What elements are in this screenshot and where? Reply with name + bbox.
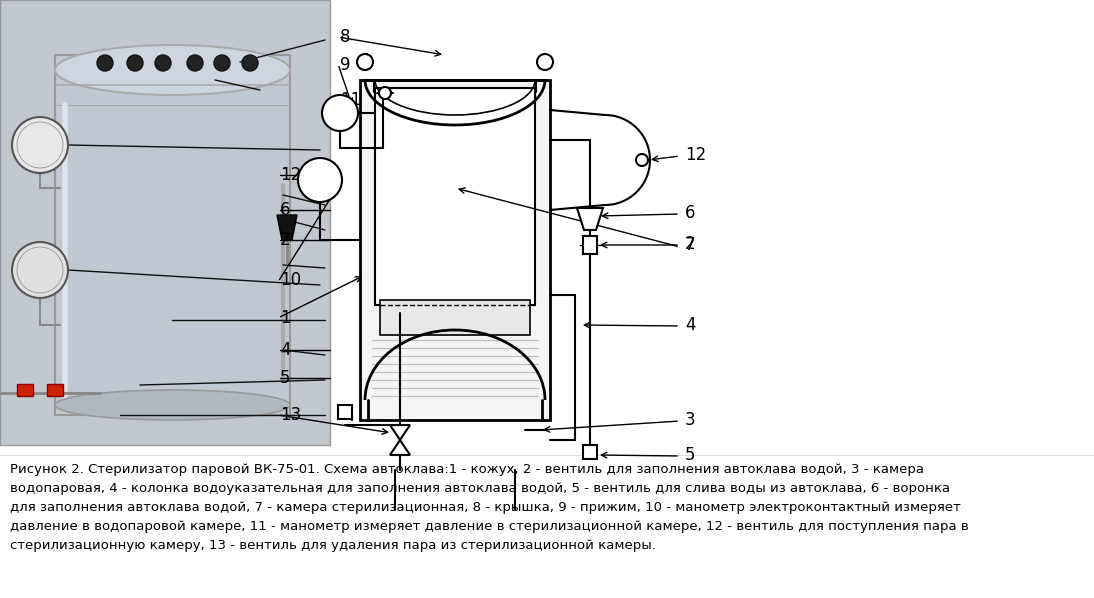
Bar [18, 384, 33, 396]
Circle shape [242, 55, 258, 71]
Circle shape [127, 55, 143, 71]
Circle shape [322, 95, 358, 131]
Bar [0, 0, 330, 445]
Text: 4: 4 [685, 316, 696, 334]
Text: 4: 4 [280, 341, 291, 359]
Bar [47, 384, 63, 396]
Bar [583, 236, 597, 254]
Text: 3: 3 [685, 411, 696, 429]
Circle shape [357, 54, 373, 70]
Text: 2: 2 [280, 231, 291, 249]
Text: 12: 12 [280, 166, 301, 184]
Circle shape [12, 117, 68, 173]
Polygon shape [577, 208, 603, 230]
Text: 10: 10 [280, 271, 301, 289]
Polygon shape [277, 215, 296, 240]
Text: 6: 6 [685, 204, 696, 222]
Circle shape [636, 154, 648, 166]
Text: 7: 7 [685, 236, 696, 254]
Bar [380, 300, 529, 335]
Bar [375, 88, 535, 305]
Ellipse shape [55, 390, 290, 420]
Text: 12: 12 [685, 146, 707, 164]
Text: для заполнения автоклава водой, 7 - камера стерилизационная, 8 - крышка, 9 - при: для заполнения автоклава водой, 7 - каме… [10, 501, 961, 514]
Text: давление в водопаровой камере, 11 - манометр измеряет давление в стерилизационно: давление в водопаровой камере, 11 - мано… [10, 520, 969, 533]
Circle shape [155, 55, 171, 71]
Text: 9: 9 [340, 56, 350, 74]
Text: Рисунок 2. Стерилизатор паровой ВК-75-01. Схема автоклава:1 - кожух, 2 - вентиль: Рисунок 2. Стерилизатор паровой ВК-75-01… [10, 463, 924, 476]
Text: 11: 11 [340, 91, 361, 109]
Circle shape [537, 54, 552, 70]
Text: водопаровая, 4 - колонка водоуказательная для заполнения автоклава водой, 5 - ве: водопаровая, 4 - колонка водоуказательна… [10, 482, 950, 495]
Circle shape [214, 55, 230, 71]
Circle shape [97, 55, 113, 71]
Text: 5: 5 [685, 446, 696, 464]
Ellipse shape [55, 45, 290, 95]
Text: 13: 13 [280, 406, 301, 424]
Circle shape [379, 87, 391, 99]
Text: 5: 5 [280, 369, 291, 387]
Text: 2: 2 [685, 235, 696, 253]
Circle shape [298, 158, 342, 202]
Text: 8: 8 [340, 28, 350, 46]
Bar [338, 405, 352, 419]
Bar [360, 80, 550, 420]
Circle shape [12, 242, 68, 298]
Bar [55, 55, 290, 415]
Bar [583, 445, 597, 459]
Circle shape [187, 55, 203, 71]
Text: 6: 6 [280, 201, 291, 219]
Bar [0, 0, 330, 445]
Text: 1: 1 [280, 309, 291, 327]
Text: стерилизационную камеру, 13 - вентиль для удаления пара из стерилизационной каме: стерилизационную камеру, 13 - вентиль дл… [10, 539, 656, 552]
